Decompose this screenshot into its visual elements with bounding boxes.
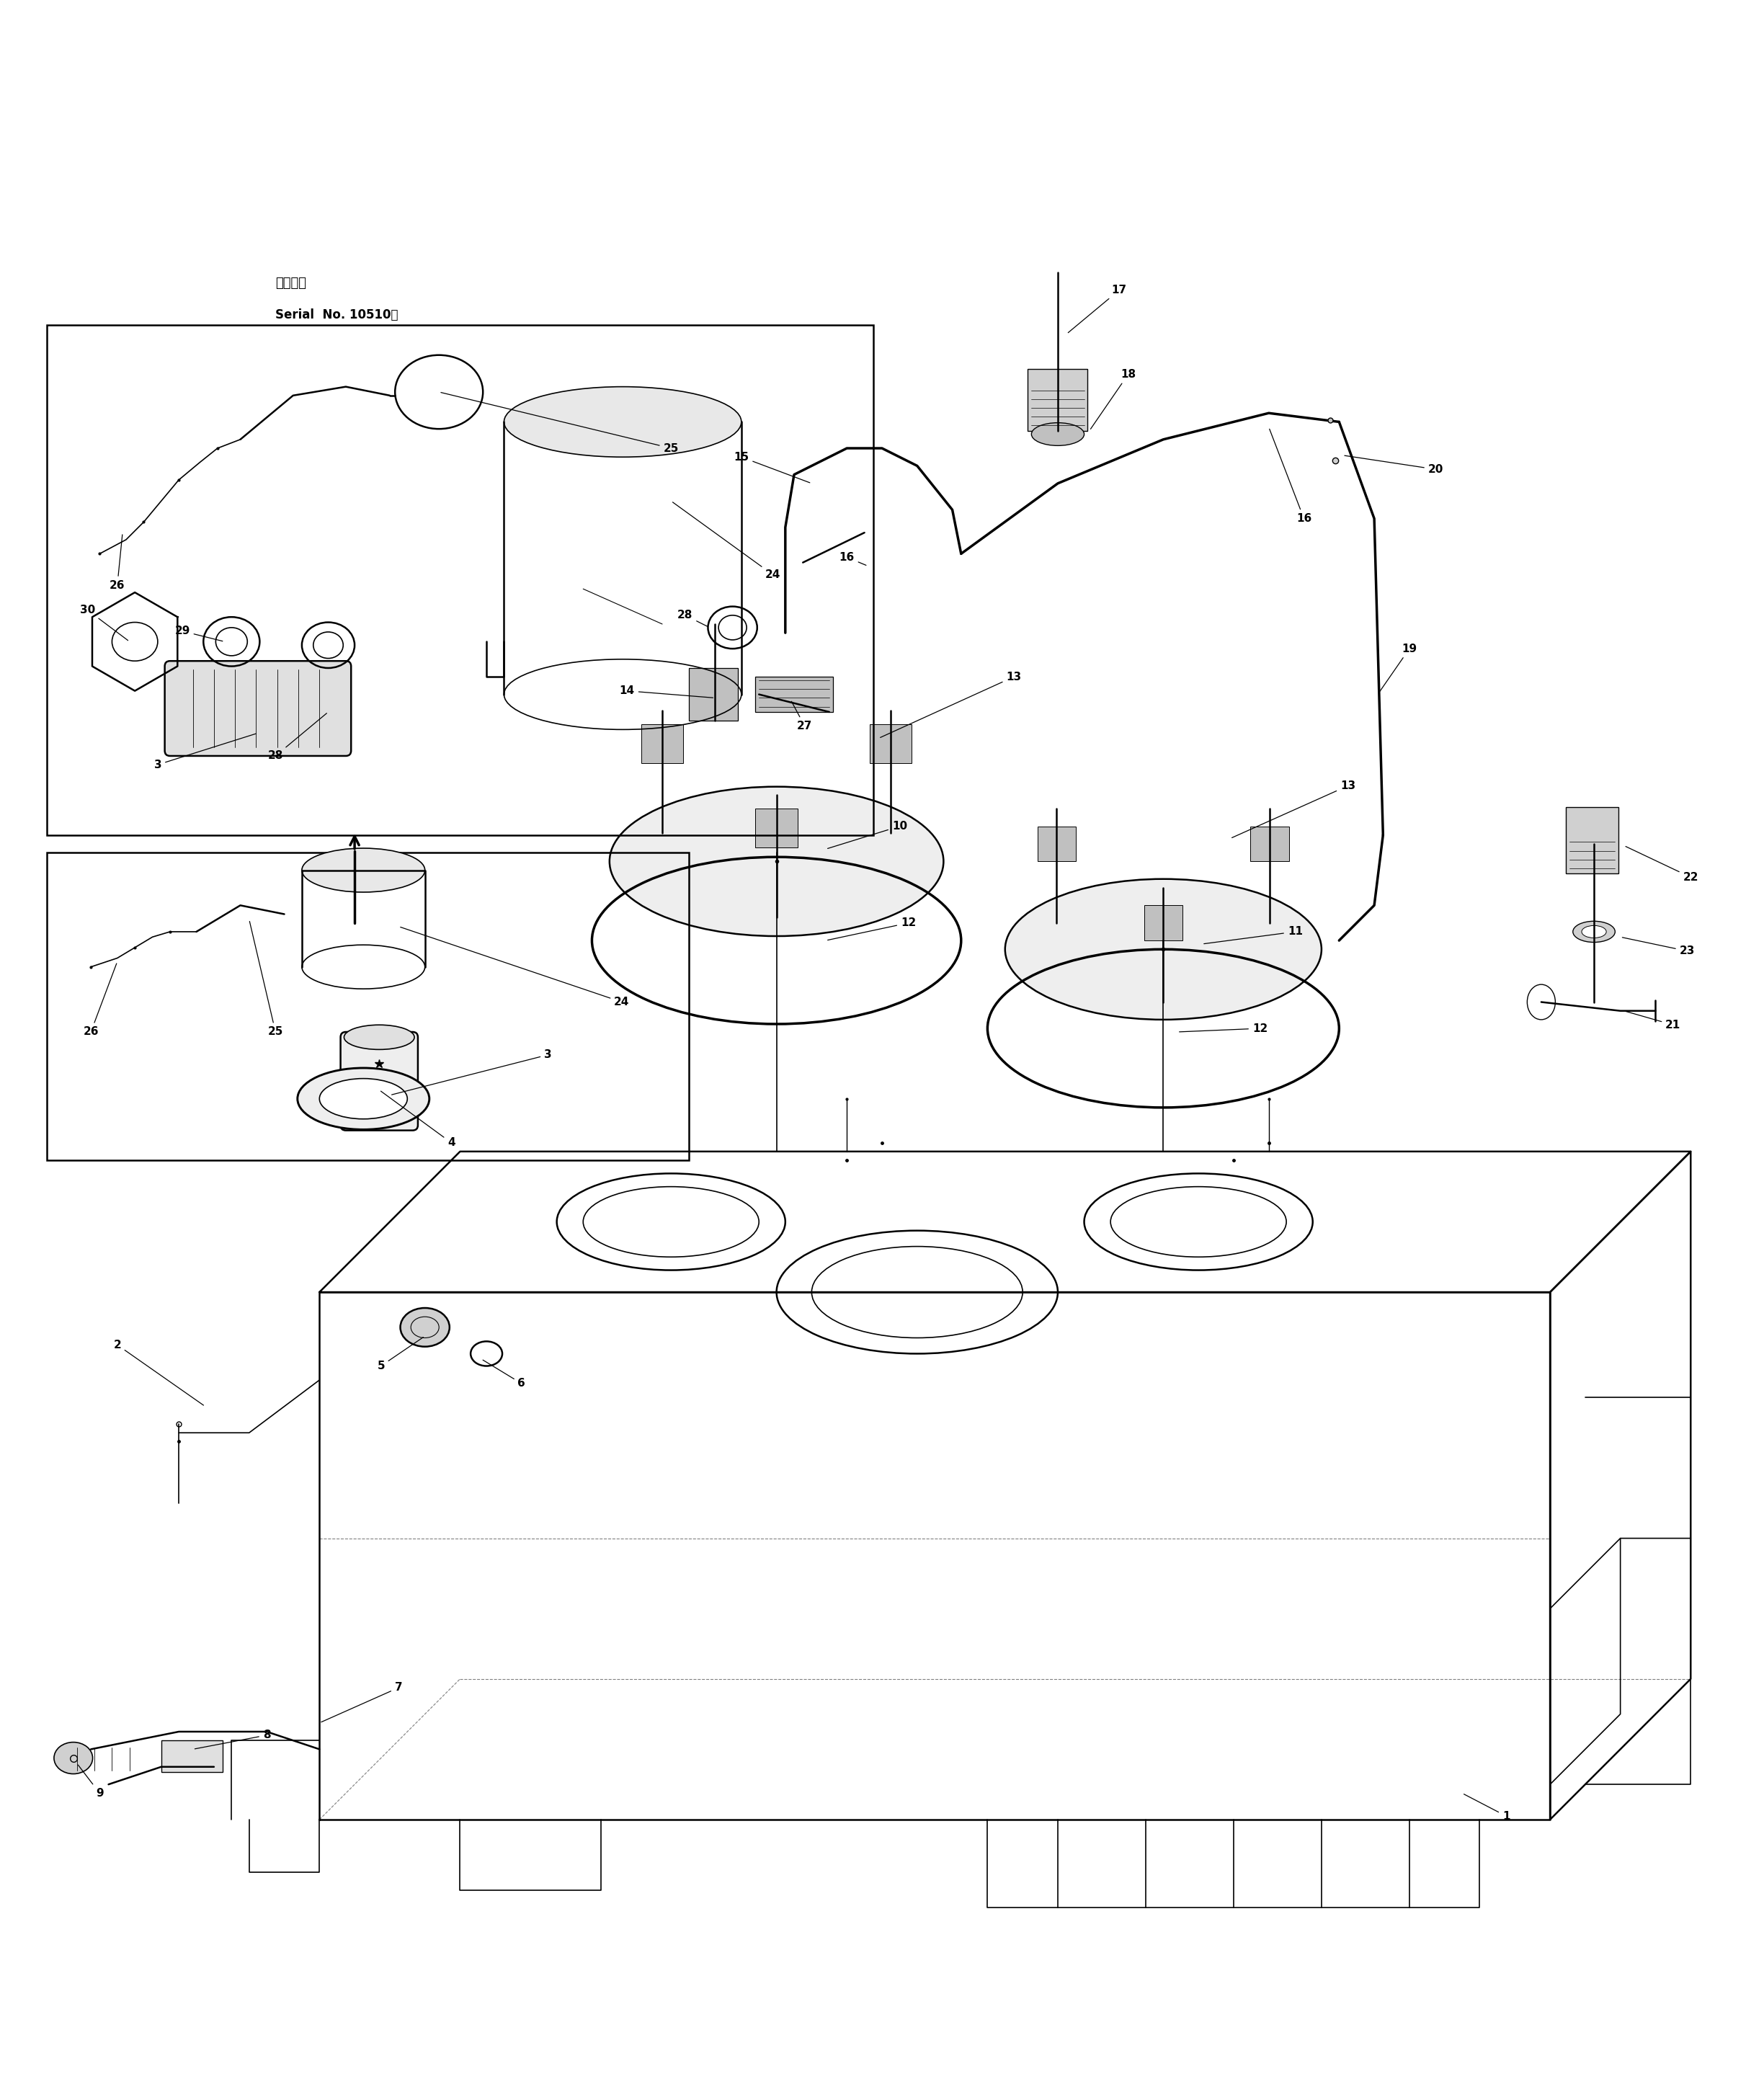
Text: 13: 13 [880,672,1021,738]
Ellipse shape [610,787,944,935]
Text: 1: 1 [1464,1795,1510,1822]
Bar [642,724,683,764]
Ellipse shape [55,1743,93,1774]
Bar [161,1741,222,1772]
FancyBboxPatch shape [164,661,351,755]
Ellipse shape [319,1079,407,1119]
Text: 5: 5 [377,1337,423,1372]
Text: 26: 26 [109,536,125,590]
Text: 23: 23 [1623,937,1695,956]
Text: 22: 22 [1626,847,1699,883]
Text: 16: 16 [1270,429,1312,523]
Bar [1037,826,1076,862]
Text: 16: 16 [840,552,866,565]
Text: 26: 26 [83,964,116,1038]
Text: 18: 18 [1090,368,1136,429]
Ellipse shape [1032,423,1085,446]
Bar [1251,826,1289,862]
Text: 24: 24 [400,927,630,1008]
Bar [688,667,737,722]
Ellipse shape [298,1069,429,1130]
Text: 15: 15 [734,452,810,483]
Text: 2: 2 [113,1339,203,1406]
Text: 28: 28 [677,611,707,628]
Bar [755,678,833,711]
Text: 14: 14 [619,686,713,699]
Text: 19: 19 [1379,642,1416,692]
Text: 30: 30 [79,605,129,640]
Text: 4: 4 [381,1092,455,1149]
Text: 21: 21 [1626,1010,1681,1029]
Bar [755,810,797,847]
Bar [870,724,912,764]
Text: 12: 12 [1180,1023,1268,1033]
Bar [48,854,688,1161]
Text: 10: 10 [827,820,907,849]
Bar [1566,808,1619,874]
Ellipse shape [1582,925,1607,937]
Text: 17: 17 [1069,285,1127,333]
Text: 3: 3 [392,1050,552,1094]
Ellipse shape [400,1308,450,1347]
Ellipse shape [344,1025,415,1050]
Text: 9: 9 [78,1766,104,1799]
Text: 27: 27 [792,701,813,732]
Text: 6: 6 [483,1360,526,1389]
Ellipse shape [1573,920,1616,941]
Text: 12: 12 [827,918,916,939]
Text: 24: 24 [672,502,781,579]
Text: 適用号機: 適用号機 [275,276,307,291]
Text: 29: 29 [175,626,222,640]
FancyBboxPatch shape [340,1031,418,1130]
Ellipse shape [1005,879,1321,1019]
Text: 7: 7 [321,1682,402,1722]
Text: 8: 8 [194,1730,270,1749]
Bar [48,324,873,835]
Text: 25: 25 [441,393,679,454]
Text: 11: 11 [1205,927,1302,943]
Text: Serial  No. 10510～: Serial No. 10510～ [275,310,399,322]
Text: 13: 13 [1231,780,1355,837]
Text: 25: 25 [249,920,284,1038]
Ellipse shape [505,387,741,456]
Bar [1143,906,1182,941]
Ellipse shape [302,847,425,891]
Text: 28: 28 [268,713,326,761]
Bar [1028,368,1088,431]
Text: 3: 3 [153,734,256,770]
Text: 20: 20 [1344,456,1443,475]
